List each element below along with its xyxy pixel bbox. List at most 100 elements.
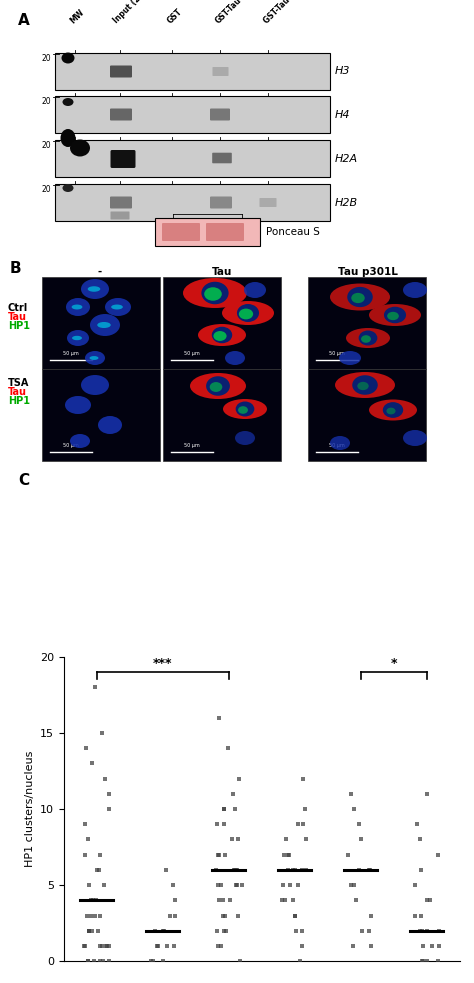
Point [365,923,373,939]
Point [347,786,355,802]
Point [217,938,225,954]
Point [302,862,310,878]
Point [215,847,223,863]
Point [289,862,296,878]
Text: MW: MW [69,7,86,25]
Ellipse shape [387,312,399,320]
Point [423,954,431,969]
Point [105,801,113,817]
Ellipse shape [383,402,403,418]
Point [85,877,93,893]
Text: 50 μm: 50 μm [184,351,200,356]
Point [88,908,95,924]
Point [292,862,299,878]
Point [85,923,92,939]
Ellipse shape [238,406,248,414]
Point [221,816,228,832]
Point [231,862,239,878]
Point [419,938,427,954]
Point [214,847,221,863]
Point [298,923,306,939]
Point [302,832,310,847]
Point [101,771,109,786]
Point [221,908,229,924]
Point [219,893,227,908]
Point [214,877,221,893]
Text: 20: 20 [41,185,51,194]
Point [357,832,365,847]
Point [81,938,88,954]
Point [299,816,307,832]
Ellipse shape [70,140,90,156]
Point [88,923,96,939]
Point [224,740,232,756]
Point [172,908,179,924]
Point [295,877,302,893]
Point [232,862,240,878]
Point [99,954,107,969]
Point [280,847,288,863]
Point [105,954,113,969]
Point [299,771,307,786]
Point [151,923,158,939]
Text: 20: 20 [41,141,51,150]
Point [423,786,430,802]
Point [417,862,425,878]
Point [352,893,360,908]
Text: 20: 20 [41,54,51,63]
Point [90,893,97,908]
Text: H3: H3 [335,67,350,77]
Point [217,877,225,893]
Point [93,862,101,878]
Ellipse shape [66,298,90,316]
Point [219,908,227,924]
Point [159,954,166,969]
Point [84,954,91,969]
Point [213,923,221,939]
Ellipse shape [222,301,274,325]
FancyBboxPatch shape [55,140,330,177]
FancyBboxPatch shape [55,53,330,90]
Ellipse shape [357,381,369,390]
Ellipse shape [204,287,222,301]
Point [350,801,357,817]
Point [428,938,436,954]
Ellipse shape [223,399,267,419]
Point [355,862,363,878]
Ellipse shape [90,356,99,360]
Ellipse shape [347,287,373,307]
Ellipse shape [210,382,222,392]
Ellipse shape [98,416,122,434]
Point [285,847,293,863]
Point [103,938,110,954]
Point [221,847,229,863]
Point [416,832,424,847]
Point [88,893,95,908]
Point [423,893,431,908]
FancyBboxPatch shape [110,197,132,208]
Point [81,847,89,863]
Ellipse shape [339,351,361,365]
Ellipse shape [63,98,73,106]
Ellipse shape [65,396,91,414]
Ellipse shape [85,351,105,365]
Point [149,954,157,969]
FancyBboxPatch shape [259,198,276,207]
Ellipse shape [190,373,246,399]
Text: Tau: Tau [8,387,27,397]
Point [358,923,365,939]
Ellipse shape [88,286,100,292]
Point [284,862,292,878]
Point [366,862,374,878]
FancyBboxPatch shape [55,184,330,221]
Point [106,786,113,802]
Text: -: - [98,267,102,277]
Point [170,877,177,893]
Point [295,816,302,832]
Point [419,954,426,969]
Point [96,908,104,924]
Ellipse shape [61,129,75,147]
Point [166,908,174,924]
Text: Tau p301L: Tau p301L [338,267,398,277]
Point [82,816,89,832]
